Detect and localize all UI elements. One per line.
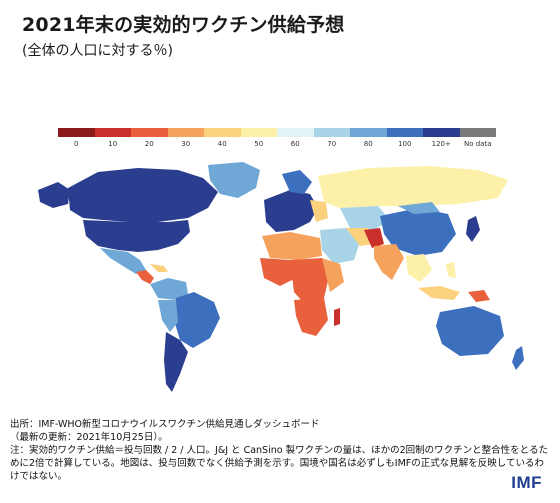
region-west-africa: [260, 258, 296, 286]
legend-swatch: [313, 128, 350, 137]
map-subtitle: (全体の人口に対する％): [22, 43, 173, 59]
region-alaska: [38, 182, 70, 208]
legend-swatch: [459, 128, 496, 137]
legend-swatch: [131, 128, 168, 137]
region-mexico: [100, 248, 146, 274]
legend-label: 0: [74, 140, 79, 148]
update-note: （最新の更新：2021年10月25日）。: [10, 432, 168, 443]
region-east-africa: [322, 258, 344, 292]
legend-label: 40: [217, 140, 227, 148]
footnotes: 出所：IMF-WHO新型コロナウイルスワクチン供給見通しダッシュボード （最新の…: [10, 418, 550, 483]
legend-label: 70: [327, 140, 337, 148]
legend-label: 100: [398, 140, 412, 148]
region-peru-bolivia: [158, 300, 178, 332]
imf-logo: IMF: [511, 473, 542, 492]
legend-label: 30: [181, 140, 191, 148]
region-southeast-asia: [406, 254, 432, 282]
region-caribbean: [150, 264, 168, 272]
region-southern-africa: [294, 298, 328, 336]
region-india: [374, 244, 404, 280]
region-central-africa: [290, 258, 330, 308]
region-russia: [318, 166, 508, 208]
region-scandinavia: [282, 170, 312, 194]
region-middle-east: [320, 228, 360, 264]
legend-label: 80: [363, 140, 373, 148]
color-legend: 0 10 20 30 40 50 60 70 80 100 120+ No data: [58, 128, 496, 156]
region-canada: [68, 168, 218, 222]
map-title: 2021年末の実効的ワクチン供給予想: [22, 14, 345, 36]
region-japan: [466, 216, 480, 242]
legend-swatch: [240, 128, 277, 137]
region-madagascar: [334, 308, 340, 326]
region-north-africa: [262, 232, 322, 260]
legend-label: No data: [463, 140, 492, 148]
region-indonesia: [418, 286, 460, 300]
region-brazil: [174, 292, 220, 348]
source-note: 出所：IMF-WHO新型コロナウイルスワクチン供給見通しダッシュボード: [10, 419, 320, 430]
legend-swatch: [350, 128, 387, 137]
region-greenland: [208, 162, 260, 198]
region-eastern-europe: [310, 200, 328, 222]
legend-swatch: [204, 128, 241, 137]
legend-label: 50: [254, 140, 264, 148]
region-china: [380, 208, 456, 256]
region-chile-argentina: [164, 332, 188, 392]
region-europe: [264, 190, 318, 232]
legend-swatch: [277, 128, 314, 137]
region-central-america: [136, 270, 154, 284]
legend-color-bar: [58, 128, 496, 137]
legend-swatch: [58, 128, 95, 137]
legend-labels: 0 10 20 30 40 50 60 70 80 100 120+ No data: [58, 140, 496, 154]
legend-label: 60: [290, 140, 300, 148]
region-australia: [436, 306, 504, 356]
legend-label: 10: [108, 140, 118, 148]
region-pakistan-afghanistan: [364, 228, 384, 248]
region-usa: [83, 220, 190, 252]
legend-swatch: [167, 128, 204, 137]
region-papua: [468, 290, 490, 302]
legend-label: 20: [144, 140, 154, 148]
legend-swatch: [423, 128, 460, 137]
region-central-asia: [340, 206, 390, 230]
legend-swatch: [386, 128, 423, 137]
legend-swatch: [94, 128, 131, 137]
method-note: 注：実効的ワクチン供給＝投与回数 / 2 / 人口。J&J と CanSino …: [10, 445, 549, 482]
region-new-zealand: [512, 346, 524, 370]
region-mongolia: [398, 202, 440, 214]
legend-label: 120+: [431, 140, 451, 148]
region-philippines: [446, 262, 456, 278]
world-map: [38, 162, 524, 392]
region-colombia-venezuela: [150, 278, 188, 300]
